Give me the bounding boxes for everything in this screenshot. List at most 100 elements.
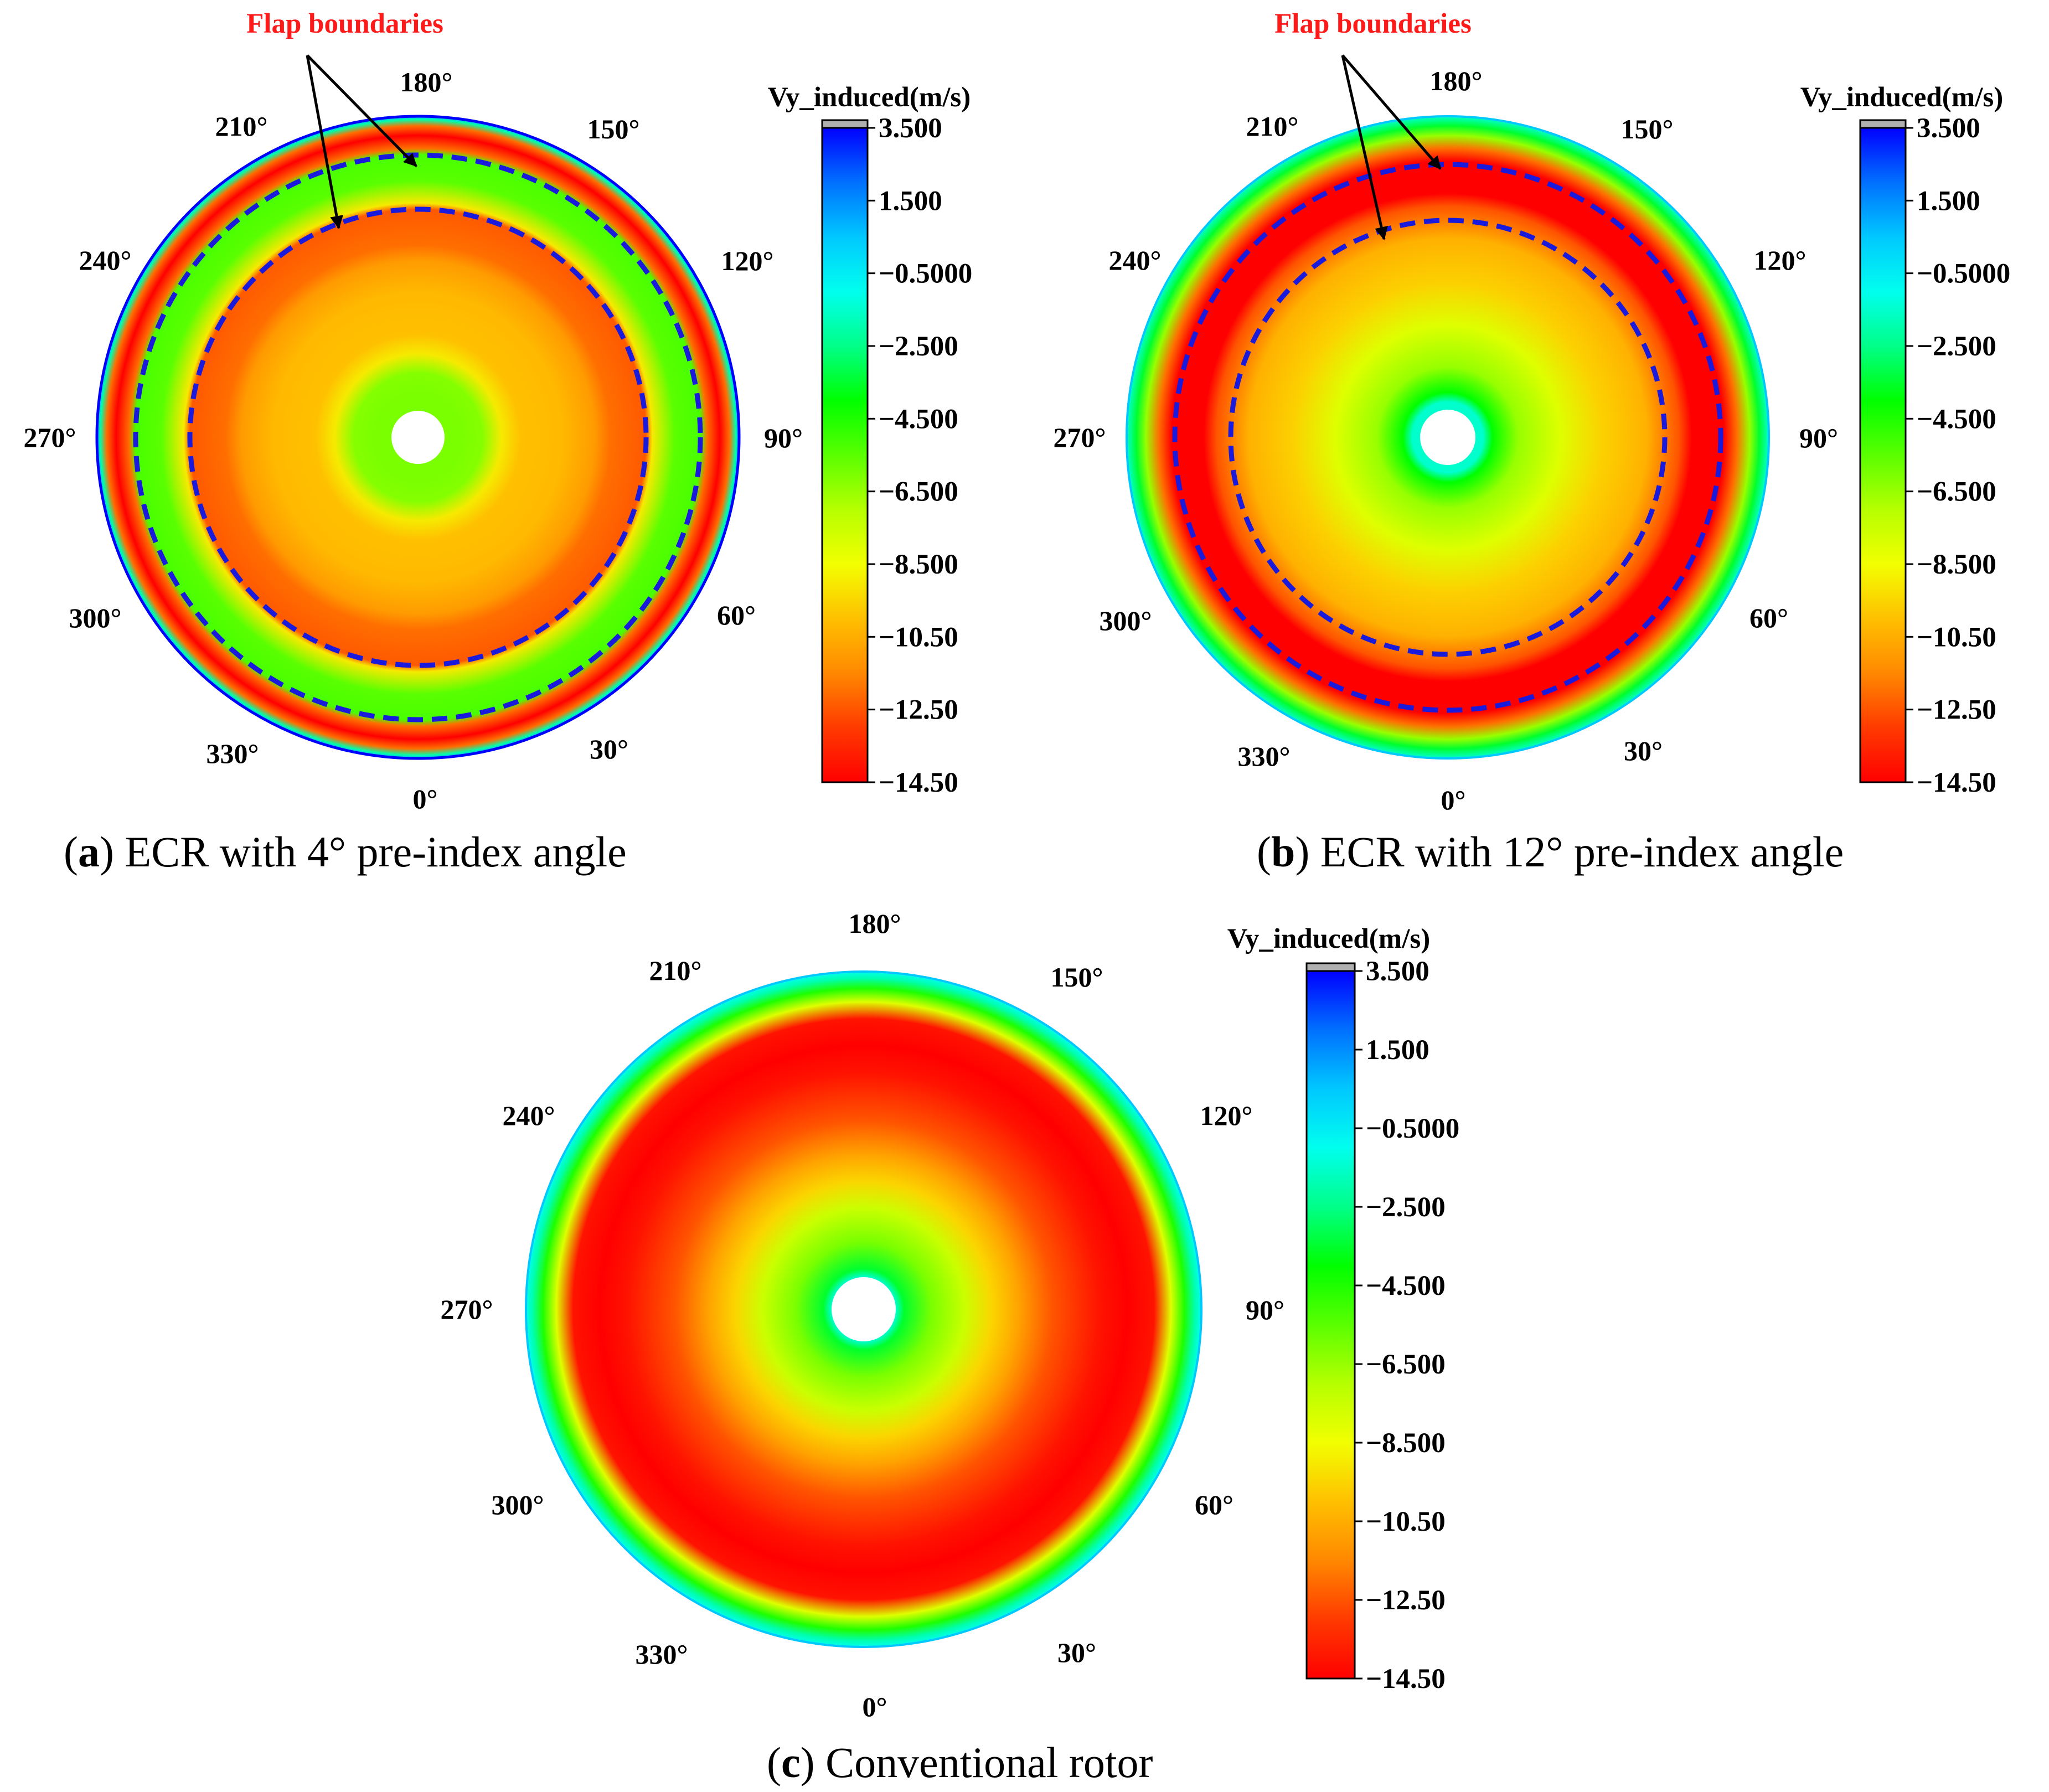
angle-label-300-a: 300°	[69, 602, 122, 633]
colorbar-tick-label: 3.500	[879, 113, 942, 144]
colorbar-title-a: Vy_induced(m/s)	[768, 82, 971, 113]
angle-label-30-a: 30°	[590, 734, 628, 765]
flap-boundary-outer-b	[1172, 162, 1723, 713]
caption-label-c: c	[781, 1738, 801, 1786]
angle-label-90-a: 90°	[764, 422, 803, 453]
colorbar-tick-label: −2.500	[1366, 1192, 1446, 1223]
colorbar-tick-label: −4.500	[1366, 1271, 1446, 1302]
colorbar-tick-label: −2.500	[879, 331, 958, 362]
angle-label-0-b: 0°	[1441, 784, 1466, 815]
angle-label-90-c: 90°	[1246, 1294, 1284, 1325]
angle-label-270-c: 270°	[441, 1294, 493, 1325]
colorbar-gradient-b	[1859, 127, 1907, 783]
colorbar-tick-label: 1.500	[1366, 1035, 1429, 1066]
angle-label-150-c: 150°	[1051, 962, 1103, 993]
colorbar-tick-label: 3.500	[1366, 956, 1429, 987]
colorbar-tick-label: −10.50	[1366, 1506, 1446, 1537]
colorbar-tick-label: 1.500	[879, 185, 942, 216]
colorbar-tick-label: −0.5000	[1366, 1113, 1459, 1144]
colorbar-tick-label: −8.500	[1366, 1428, 1446, 1459]
caption-text-c: Conventional rotor	[815, 1738, 1153, 1786]
caption-b: (b) ECR with 12° pre-index angle	[1257, 828, 1844, 876]
colorbar-tick-label: −6.500	[1366, 1349, 1446, 1380]
rotor-hub-a	[391, 411, 445, 464]
colorbar-tick-label: −14.50	[1917, 767, 1996, 798]
flap-boundaries-label-a: Flap boundaries	[246, 8, 443, 39]
angle-label-120-c: 120°	[1200, 1100, 1253, 1131]
colorbar-tick-label: −12.50	[1917, 695, 1996, 726]
colorbar-tick-label: −4.500	[1917, 404, 1996, 435]
angle-label-330-c: 330°	[636, 1639, 688, 1670]
flap-boundary-inner-b	[1228, 218, 1668, 657]
colorbar-title-b: Vy_induced(m/s)	[1800, 82, 2004, 113]
panel-b: Flap boundaries 0° 30° 60° 90° 120° 150°…	[1054, 8, 2011, 876]
angle-label-120-b: 120°	[1754, 245, 1807, 276]
flap-arrow-a-2	[306, 55, 343, 229]
rotor-hub-b	[1420, 410, 1475, 465]
caption-a: (a) ECR with 4° pre-index angle	[64, 828, 627, 876]
angle-label-300-b: 300°	[1100, 605, 1152, 636]
colorbar-ticks-a: 3.500 1.500 −0.5000 −2.500 −4.500 −6.500 −8.50…	[868, 113, 972, 798]
angle-labels-a: 0° 30° 60° 90° 120° 150° 180° 210° 240° …	[24, 66, 803, 814]
colorbar-tick-label: −0.5000	[1917, 259, 2010, 290]
colorbar-cap-a	[821, 119, 869, 129]
colorbar-cap-b	[1859, 119, 1907, 129]
colorbar-tick-label: −14.50	[879, 767, 958, 798]
angle-label-90-b: 90°	[1799, 422, 1838, 453]
colorbar-tick-label: −10.50	[1917, 622, 1996, 653]
angle-label-330-a: 330°	[207, 738, 259, 769]
angle-label-210-a: 210°	[215, 111, 268, 142]
colorbar-cap-c	[1305, 962, 1356, 972]
caption-label-b: b	[1271, 828, 1295, 876]
colorbar-tick-label: −12.50	[1366, 1585, 1446, 1616]
flap-boundaries-label-b: Flap boundaries	[1274, 8, 1472, 39]
angle-label-240-b: 240°	[1109, 245, 1162, 276]
colorbar-c: Vy_induced(m/s) 3.500 1.500 −0.5000 −2.500 −…	[1227, 923, 1460, 1695]
angle-label-60-b: 60°	[1749, 602, 1788, 633]
angle-label-0-a: 0°	[413, 783, 438, 814]
flap-boundary-inner-a	[187, 206, 649, 668]
angle-label-240-a: 240°	[79, 245, 132, 276]
angle-label-150-b: 150°	[1621, 113, 1674, 144]
colorbar-tick-label: −2.500	[1917, 331, 1996, 362]
colorbar-b: Vy_induced(m/s) 3.500 1.500 −0.5000 −2.500 −…	[1800, 82, 2011, 798]
panel-c: 0° 30° 60° 90° 120° 150° 180° 210° 240° …	[441, 908, 1460, 1786]
colorbar-tick-label: −8.500	[879, 549, 958, 580]
angle-labels-c: 0° 30° 60° 90° 120° 150° 180° 210° 240° …	[441, 908, 1285, 1722]
angle-label-300-c: 300°	[492, 1489, 544, 1520]
caption-label-a: a	[78, 828, 100, 876]
colorbar-tick-label: 3.500	[1917, 113, 1980, 144]
colorbar-tick-label: −4.500	[879, 404, 958, 435]
angle-label-0-c: 0°	[863, 1691, 887, 1722]
colorbar-ticks-c: 3.500 1.500 −0.5000 −2.500 −4.500 −6.500 −8.50…	[1355, 956, 1459, 1695]
colorbar-title-c: Vy_induced(m/s)	[1227, 923, 1431, 954]
angle-label-150-a: 150°	[587, 113, 640, 144]
colorbar-tick-label: −14.50	[1366, 1664, 1446, 1695]
rotor-hub-c	[832, 1277, 896, 1341]
colorbar-tick-label: −6.500	[1917, 477, 1996, 508]
angle-label-270-b: 270°	[1054, 422, 1106, 453]
angle-label-180-a: 180°	[400, 66, 453, 97]
angle-label-180-b: 180°	[1430, 65, 1483, 96]
caption-text-a: ECR with 4° pre-index angle	[114, 828, 627, 876]
colorbar-tick-label: −6.500	[879, 477, 958, 508]
angle-label-270-a: 270°	[24, 422, 76, 453]
flap-arrow-b-2	[1341, 55, 1388, 240]
angle-label-60-a: 60°	[717, 600, 756, 631]
angle-label-240-c: 240°	[503, 1100, 555, 1131]
caption-c: (c) Conventional rotor	[767, 1738, 1153, 1786]
colorbar-gradient-a	[821, 127, 869, 783]
colorbar-gradient-c	[1305, 970, 1356, 1680]
colorbar-ticks-b: 3.500 1.500 −0.5000 −2.500 −4.500 −6.500 −8.50…	[1906, 113, 2010, 798]
colorbar-tick-label: −0.5000	[879, 259, 972, 290]
colorbar-a: Vy_induced(m/s) 3.500 1.500 −0.5000 −2.500 −…	[768, 82, 973, 798]
colorbar-tick-label: −8.500	[1917, 549, 1996, 580]
angle-label-180-c: 180°	[849, 908, 901, 939]
angle-label-210-c: 210°	[649, 955, 702, 986]
flap-arrow-b-1	[1341, 54, 1442, 170]
angle-label-210-b: 210°	[1246, 111, 1299, 142]
angle-label-30-c: 30°	[1057, 1637, 1096, 1668]
colorbar-tick-label: 1.500	[1917, 185, 1980, 216]
angle-label-60-c: 60°	[1195, 1489, 1233, 1520]
